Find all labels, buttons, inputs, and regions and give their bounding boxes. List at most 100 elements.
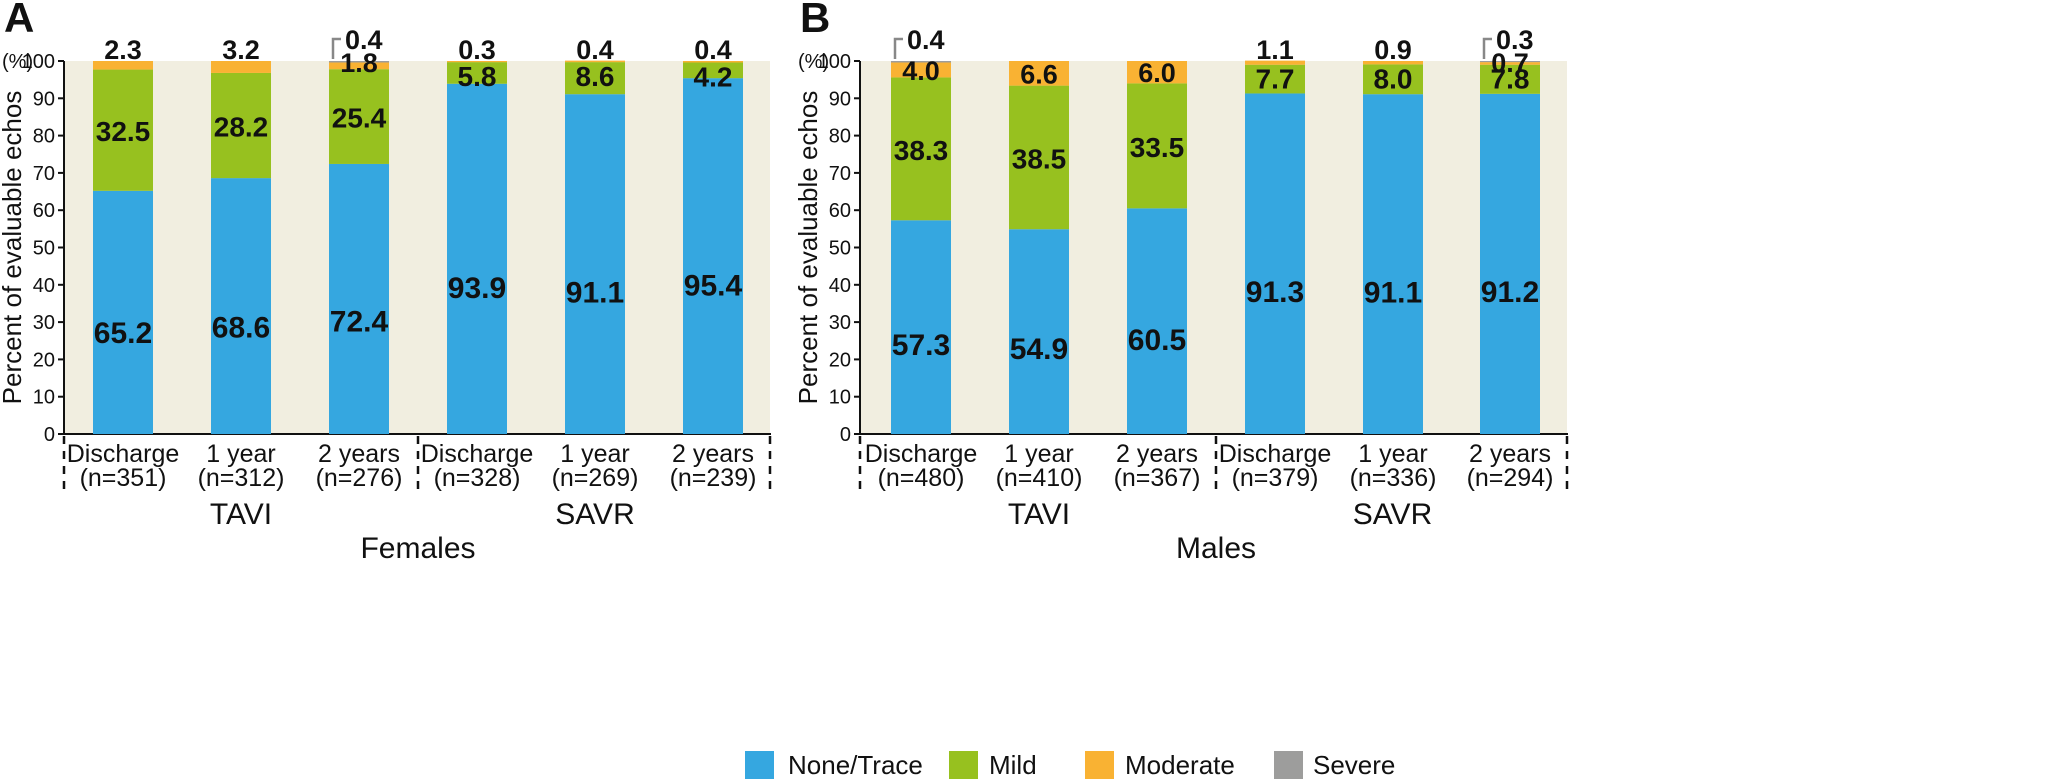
bar-mild bbox=[891, 77, 951, 221]
bar-mild bbox=[1480, 64, 1540, 94]
x-tick-label: (n=312) bbox=[198, 464, 285, 492]
bar-moderate bbox=[565, 60, 625, 63]
data-label: 28.2 bbox=[214, 112, 269, 143]
y-tick-label: 40 bbox=[33, 275, 55, 297]
legend-label: Severe bbox=[1313, 750, 1395, 779]
data-label: 32.5 bbox=[96, 116, 151, 147]
severe-leader-line bbox=[893, 37, 903, 59]
data-label: 0.3 bbox=[1496, 25, 1534, 55]
bar-none-trace bbox=[565, 94, 625, 435]
x-tick-label: (n=379) bbox=[1232, 464, 1319, 492]
data-label: 1.1 bbox=[1256, 35, 1294, 65]
legend-item: None/Trace bbox=[745, 750, 923, 779]
y-tick-label: 10 bbox=[33, 387, 55, 409]
x-tick-label: (n=294) bbox=[1467, 464, 1554, 492]
x-tick-label: 2 years bbox=[672, 440, 754, 468]
severe-leader-line bbox=[1482, 37, 1492, 59]
bar-mild bbox=[1363, 64, 1423, 95]
x-tick-label: 2 years bbox=[1469, 440, 1551, 468]
bar-none-trace bbox=[211, 178, 271, 434]
legend-label: None/Trace bbox=[788, 750, 923, 779]
bar-none-trace bbox=[1480, 93, 1540, 434]
data-label: 95.4 bbox=[684, 270, 743, 303]
group-label: TAVI bbox=[210, 498, 272, 531]
data-label: 8.0 bbox=[1374, 63, 1413, 94]
bar-mild bbox=[1245, 64, 1305, 94]
y-axis-title: Percent of evaluable echos bbox=[0, 91, 27, 405]
legend-swatch bbox=[745, 751, 774, 779]
data-label: 68.6 bbox=[212, 312, 270, 345]
data-label: 60.5 bbox=[1128, 324, 1186, 357]
legend-label: Moderate bbox=[1125, 750, 1235, 779]
y-tick-label: 20 bbox=[33, 349, 55, 371]
panel-B: B 0 10 20 30 40 50 60 70 80 90 100(%) Percent of eva… bbox=[793, 0, 1569, 565]
data-label: 1.8 bbox=[340, 48, 378, 78]
x-tick-label: Discharge bbox=[865, 440, 978, 468]
bar-none-trace bbox=[1009, 229, 1069, 434]
bar-none-trace bbox=[683, 78, 743, 435]
bar-none-trace bbox=[1127, 208, 1187, 434]
y-tick-label: 80 bbox=[829, 126, 851, 148]
data-label: 6.6 bbox=[1020, 59, 1058, 89]
data-label: 0.4 bbox=[345, 25, 383, 55]
legend-item: Moderate bbox=[1085, 750, 1235, 779]
data-label: 54.9 bbox=[1010, 333, 1068, 366]
legend-swatch bbox=[949, 751, 978, 779]
panel-title: Females bbox=[360, 532, 475, 565]
panel-letter: A bbox=[4, 0, 34, 41]
y-tick-label: 0 bbox=[44, 424, 55, 446]
bar-none-trace bbox=[1363, 94, 1423, 435]
data-label: 0.7 bbox=[1491, 48, 1529, 78]
data-label: 91.1 bbox=[1364, 276, 1422, 309]
panel-A: A 0 10 20 30 40 50 60 70 80 90 100(%) Percent of eva… bbox=[0, 0, 772, 565]
legend-item: Severe bbox=[1274, 750, 1395, 779]
y-tick-label: 50 bbox=[829, 238, 851, 260]
data-label: 91.1 bbox=[566, 276, 624, 309]
x-tick-label: 2 years bbox=[318, 440, 400, 468]
data-label: 91.2 bbox=[1481, 276, 1539, 309]
y-tick-label: 50 bbox=[33, 238, 55, 260]
x-tick-label: 1 year bbox=[1358, 440, 1427, 468]
data-label: 72.4 bbox=[330, 306, 389, 339]
y-tick-label: 0 bbox=[840, 424, 851, 446]
y-axis-title: Percent of evaluable echos bbox=[793, 91, 823, 405]
y-tick-label: 90 bbox=[829, 88, 851, 110]
bar-moderate bbox=[683, 61, 743, 63]
bar-severe bbox=[329, 61, 389, 63]
bar-moderate bbox=[211, 61, 271, 73]
x-tick-label: 2 years bbox=[1116, 440, 1198, 468]
data-label: 4.2 bbox=[694, 61, 733, 92]
bar-mild bbox=[1127, 83, 1187, 209]
x-tick-label: 1 year bbox=[1004, 440, 1073, 468]
x-tick-label: Discharge bbox=[67, 440, 180, 468]
data-label: 5.8 bbox=[458, 61, 497, 92]
x-tick-label: (n=367) bbox=[1114, 464, 1201, 492]
x-tick-label: (n=276) bbox=[316, 464, 403, 492]
y-tick-label: 90 bbox=[33, 88, 55, 110]
bar-moderate bbox=[1363, 61, 1423, 65]
legend-label: Mild bbox=[989, 750, 1037, 779]
bar-moderate bbox=[891, 62, 951, 78]
legend-swatch bbox=[1274, 751, 1303, 779]
x-tick-label: (n=480) bbox=[878, 464, 965, 492]
data-label: 91.3 bbox=[1246, 276, 1304, 309]
data-label: 0.4 bbox=[694, 35, 732, 65]
data-label: 38.3 bbox=[894, 135, 949, 166]
bar-mild bbox=[565, 62, 625, 95]
y-tick-label: 40 bbox=[829, 275, 851, 297]
y-tick-label: 100 bbox=[818, 51, 851, 73]
y-tick-label: 30 bbox=[829, 312, 851, 334]
bar-mild bbox=[683, 62, 743, 79]
plot-area bbox=[64, 61, 770, 434]
panel-letter: B bbox=[800, 0, 830, 41]
legend: None/Trace Mild Moderate Severe bbox=[745, 750, 1395, 779]
y-tick-label: 60 bbox=[33, 200, 55, 222]
x-tick-label: 1 year bbox=[206, 440, 275, 468]
data-label: 7.8 bbox=[1491, 64, 1530, 95]
data-label: 38.5 bbox=[1012, 143, 1067, 174]
data-label: 0.4 bbox=[907, 25, 945, 55]
data-label: 33.5 bbox=[1130, 132, 1185, 163]
y-unit-label: (%) bbox=[2, 51, 33, 73]
data-label: 0.4 bbox=[576, 35, 614, 65]
